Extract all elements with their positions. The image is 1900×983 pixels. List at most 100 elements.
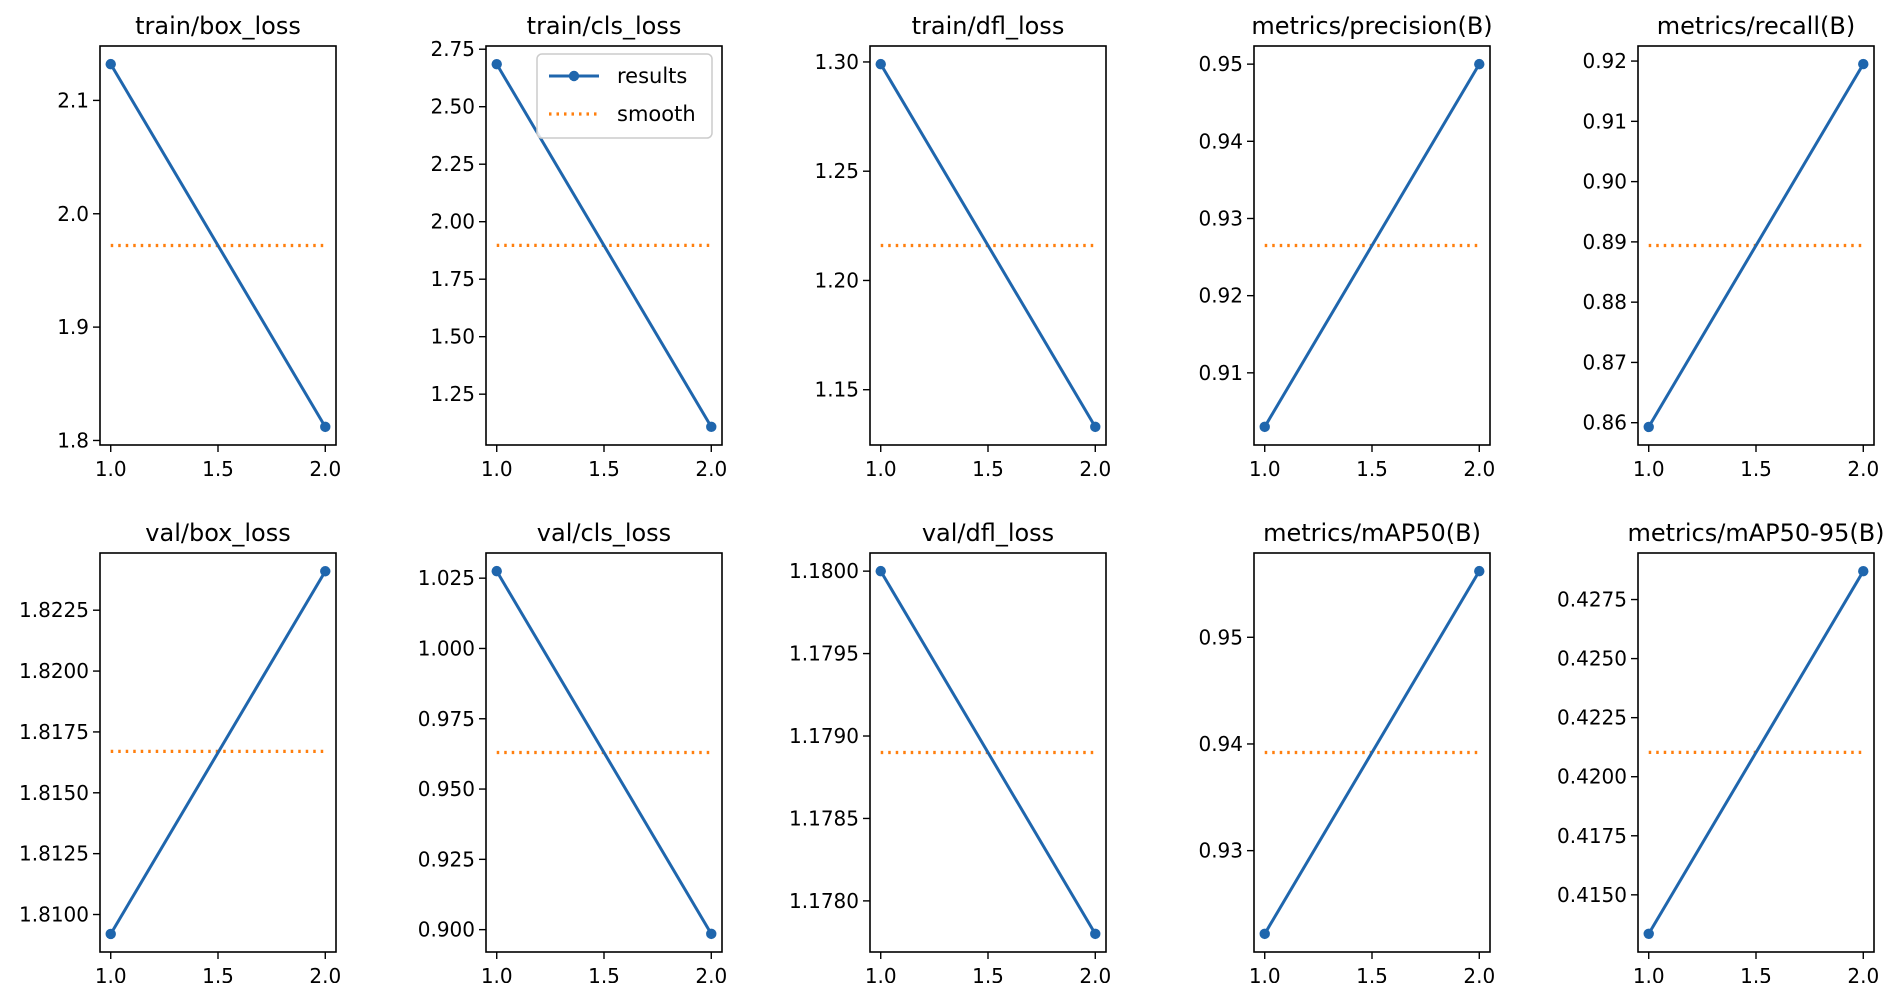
y-tick-label: 0.4275 (1557, 588, 1627, 612)
x-tick-label: 2.0 (695, 964, 727, 983)
subplot-1: train/cls_loss 1.0 1.5 2.0 1.25 1.50 1.75 2.00 2… (430, 12, 727, 481)
plot-frame (485, 45, 723, 446)
x-tick-label: 1.0 (1633, 457, 1665, 481)
legend-results-marker (568, 70, 580, 82)
plot-frame (1253, 552, 1491, 953)
results-line (879, 63, 1097, 428)
legend-results-label: results (617, 64, 687, 88)
y-tick-label: 0.900 (418, 918, 475, 942)
results-point (1259, 421, 1270, 433)
subplot-0: train/box_loss 1.0 1.5 2.0 1.8 1.9 2.0 2.1 (57, 12, 341, 481)
y-tick-label: 1.75 (430, 267, 475, 291)
y-tick-label: 0.4225 (1557, 706, 1627, 730)
y-tick-label: 1.25 (814, 159, 859, 183)
y-tick-label: 1.8200 (19, 659, 89, 683)
results-point (1643, 928, 1654, 940)
subplot-title: val/dfl_loss (922, 519, 1054, 547)
subplot-title: metrics/precision(B) (1251, 12, 1492, 40)
y-tick-label: 0.94 (1198, 732, 1243, 756)
plot-frame (869, 552, 1107, 953)
results-point (105, 928, 116, 940)
x-tick-label: 1.0 (1249, 457, 1281, 481)
results-point (1474, 58, 1485, 70)
y-tick-label: 0.4250 (1557, 647, 1627, 671)
x-tick-label: 1.0 (481, 457, 513, 481)
y-tick-label: 1.9 (57, 315, 89, 339)
results-point (1259, 928, 1270, 940)
subplot-title: metrics/mAP50-95(B) (1627, 519, 1884, 547)
results-line (495, 570, 713, 935)
x-tick-label: 1.5 (202, 964, 234, 983)
plot-frame (869, 45, 1107, 446)
x-tick-label: 1.5 (588, 964, 620, 983)
x-tick-label: 1.5 (1740, 457, 1772, 481)
y-tick-label: 0.950 (418, 777, 475, 801)
y-tick-label: 1.8150 (19, 781, 89, 805)
plot-frame (99, 552, 337, 953)
y-tick-label: 2.1 (57, 88, 89, 112)
y-tick-label: 1.50 (430, 325, 475, 349)
y-tick-label: 0.91 (1198, 361, 1243, 385)
y-tick-label: 1.1785 (789, 806, 859, 830)
y-tick-label: 2.0 (57, 202, 89, 226)
results-point (1858, 58, 1869, 70)
x-tick-label: 1.0 (481, 964, 513, 983)
y-tick-label: 2.00 (430, 210, 475, 234)
results-point (706, 928, 717, 940)
x-tick-label: 2.0 (695, 457, 727, 481)
x-tick-label: 1.5 (202, 457, 234, 481)
results-line (1263, 570, 1481, 935)
y-tick-label: 0.88 (1582, 290, 1627, 314)
legend-smooth-label: smooth (617, 102, 696, 126)
y-tick-label: 0.93 (1198, 839, 1243, 863)
results-point (320, 421, 331, 433)
results-point (1474, 565, 1485, 577)
y-tick-label: 0.975 (418, 707, 475, 731)
y-tick-label: 0.4150 (1557, 883, 1627, 907)
x-tick-label: 2.0 (309, 964, 341, 983)
results-point (1090, 928, 1101, 940)
subplot-title: metrics/mAP50(B) (1263, 519, 1481, 547)
results-line (1647, 570, 1865, 935)
subplot-4: metrics/recall(B) 1.0 1.5 2.0 0.86 0.87 0.88 0.… (1582, 12, 1879, 481)
x-tick-label: 2.0 (309, 457, 341, 481)
x-tick-label: 1.5 (588, 457, 620, 481)
y-tick-label: 0.90 (1582, 170, 1627, 194)
y-tick-label: 0.95 (1198, 625, 1243, 649)
subplot-5: val/box_loss 1.0 1.5 2.0 1.8100 1.8125 1.8150 1… (19, 519, 341, 983)
y-tick-label: 0.92 (1582, 49, 1627, 73)
x-tick-label: 1.5 (1356, 457, 1388, 481)
results-line (1263, 63, 1481, 428)
results-point (875, 58, 886, 70)
y-tick-label: 0.89 (1582, 230, 1627, 254)
y-tick-label: 1.1790 (789, 724, 859, 748)
results-line (109, 570, 327, 935)
x-tick-label: 1.0 (95, 964, 127, 983)
x-tick-label: 2.0 (1079, 457, 1111, 481)
plot-frame (1637, 552, 1875, 953)
y-tick-label: 1.000 (418, 636, 475, 660)
plot-frame (99, 45, 337, 446)
y-tick-label: 0.4200 (1557, 765, 1627, 789)
x-tick-label: 2.0 (1463, 457, 1495, 481)
plot-frame (485, 552, 723, 953)
subplot-6: val/cls_loss 1.0 1.5 2.0 0.900 0.925 0.950 0.97… (418, 519, 727, 983)
y-tick-label: 1.8100 (19, 903, 89, 927)
y-tick-label: 0.87 (1582, 350, 1627, 374)
y-tick-label: 1.1795 (789, 642, 859, 666)
y-tick-label: 0.925 (418, 847, 475, 871)
subplot-2: train/dfl_loss 1.0 1.5 2.0 1.15 1.20 1.25 1.30 (814, 12, 1111, 481)
y-tick-label: 1.8 (57, 428, 89, 452)
results-point (875, 565, 886, 577)
results-line (879, 570, 1097, 935)
results-point (706, 421, 717, 433)
x-tick-label: 2.0 (1079, 964, 1111, 983)
y-tick-label: 0.93 (1198, 206, 1243, 230)
y-tick-label: 1.30 (814, 50, 859, 74)
results-point (1858, 565, 1869, 577)
results-line (495, 63, 713, 428)
results-point (1090, 421, 1101, 433)
results-point (491, 58, 502, 70)
y-tick-label: 2.50 (430, 95, 475, 119)
legend: results smooth (536, 53, 713, 139)
